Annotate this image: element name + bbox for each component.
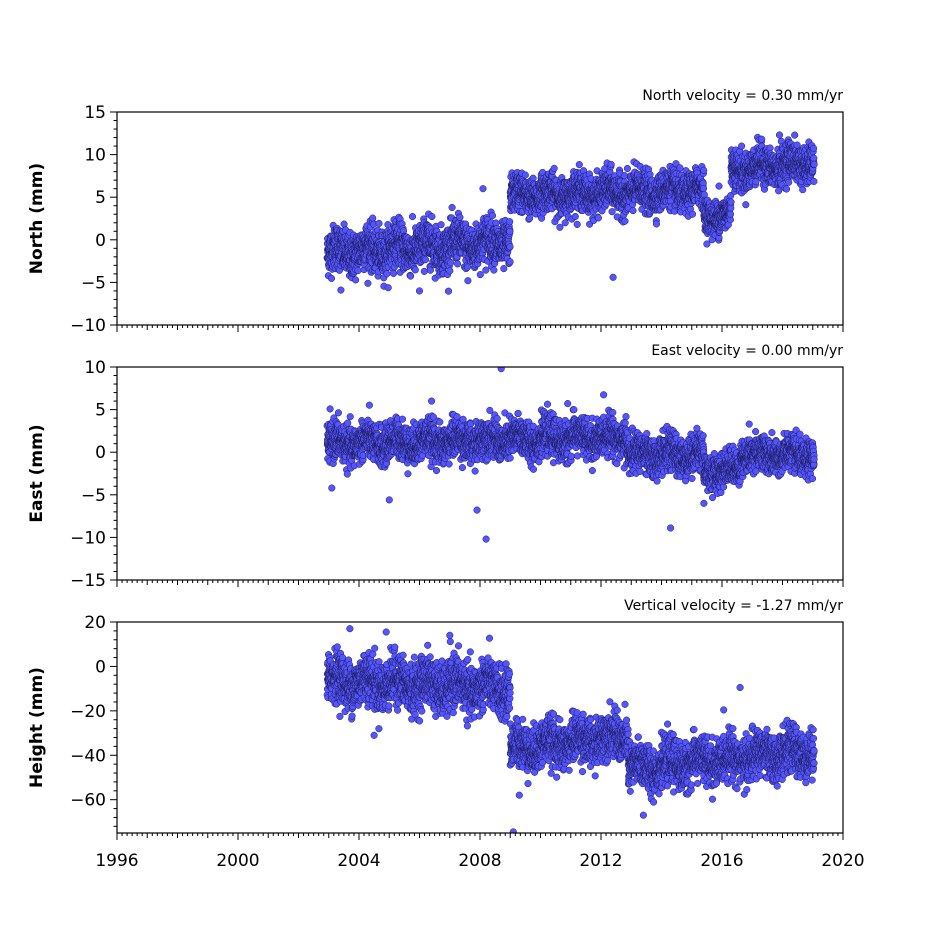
data-point <box>810 160 818 168</box>
data-point <box>334 409 342 417</box>
data-point <box>810 154 818 162</box>
north-velocity-label: North velocity = 0.30 mm/yr <box>642 88 843 104</box>
data-point <box>340 220 348 228</box>
data-point <box>327 274 336 282</box>
data-point <box>482 266 490 274</box>
data-point <box>799 186 807 194</box>
data-point <box>490 266 498 274</box>
data-point <box>375 219 383 227</box>
data-point <box>476 271 484 279</box>
data-point <box>775 187 783 195</box>
data-point <box>699 184 708 193</box>
data-point <box>407 272 415 280</box>
data-point <box>715 182 723 190</box>
data-point <box>415 287 424 295</box>
data-point <box>571 212 579 221</box>
data-point <box>726 210 735 218</box>
data-point <box>383 270 391 278</box>
data-point <box>782 185 791 193</box>
data-point <box>437 221 445 229</box>
data-point <box>428 213 436 221</box>
data-point <box>550 164 558 172</box>
data-point <box>389 269 398 277</box>
data-point <box>448 203 456 212</box>
data-point <box>506 227 514 236</box>
data-point <box>738 142 746 150</box>
north-y-axis-label: North (mm) <box>27 163 47 274</box>
data-point <box>676 164 684 172</box>
data-point <box>365 401 373 409</box>
data-point <box>526 214 534 222</box>
y-tick-label: 5 <box>95 188 106 208</box>
data-point <box>506 258 514 266</box>
data-point <box>411 266 419 274</box>
data-point <box>420 267 428 275</box>
data-point <box>506 218 514 226</box>
data-point <box>521 171 529 179</box>
data-point <box>506 243 514 251</box>
data-point <box>810 144 818 152</box>
data-point <box>421 256 430 264</box>
north-points <box>323 131 818 295</box>
data-point <box>621 172 629 180</box>
data-point <box>556 223 564 231</box>
north-axes-frame <box>116 111 844 326</box>
data-point <box>752 178 760 186</box>
data-point <box>369 214 377 222</box>
data-point <box>456 213 464 221</box>
y-tick-label: 15 <box>84 103 106 123</box>
data-point <box>464 277 472 285</box>
data-point <box>700 166 708 174</box>
data-point <box>810 177 818 185</box>
data-point <box>426 266 434 274</box>
data-point <box>727 198 735 206</box>
data-point <box>463 263 472 271</box>
data-point <box>364 279 372 287</box>
y-tick-label: 10 <box>84 146 106 166</box>
data-point <box>444 287 453 295</box>
data-point <box>354 267 362 275</box>
data-point <box>785 178 793 186</box>
data-point <box>575 161 583 169</box>
data-point <box>791 131 799 139</box>
data-point <box>607 160 615 169</box>
data-point <box>623 164 631 173</box>
data-point <box>352 276 360 284</box>
data-point <box>343 470 351 478</box>
data-point <box>447 259 455 267</box>
data-point <box>758 135 766 143</box>
data-point <box>337 286 345 294</box>
data-point <box>454 260 462 268</box>
data-point <box>488 212 497 220</box>
y-tick-label: −5 <box>81 273 106 293</box>
data-point <box>326 405 334 413</box>
data-point <box>573 220 581 228</box>
data-point <box>344 419 352 427</box>
y-tick-label: 0 <box>95 231 106 251</box>
data-point <box>500 265 508 273</box>
data-point <box>446 267 454 275</box>
data-point <box>629 207 637 215</box>
data-point <box>479 185 487 193</box>
data-point <box>688 210 697 218</box>
data-point <box>384 284 392 292</box>
data-point <box>609 273 617 281</box>
data-point <box>408 213 417 221</box>
data-point <box>775 131 784 139</box>
data-point <box>594 214 602 222</box>
y-tick-label: −10 <box>70 316 106 336</box>
data-point <box>608 208 616 216</box>
data-point <box>742 201 750 209</box>
data-point <box>621 217 629 225</box>
data-point <box>652 220 661 228</box>
data-point <box>346 413 354 421</box>
data-point <box>727 204 735 212</box>
east-points <box>323 367 818 543</box>
